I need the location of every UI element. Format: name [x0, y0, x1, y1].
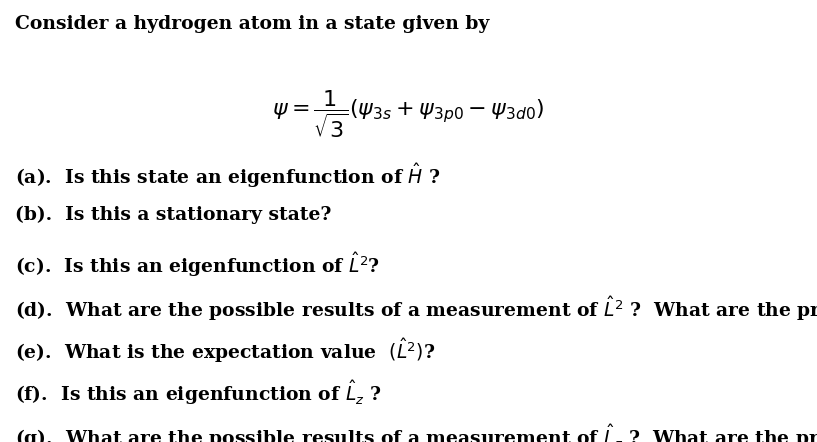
Text: (f).  Is this an eigenfunction of $\hat{L}_z$ ?: (f). Is this an eigenfunction of $\hat{L…	[15, 378, 382, 407]
Text: $\psi = \dfrac{1}{\sqrt{3}}(\psi_{3s} + \psi_{3p0} - \psi_{3d0})$: $\psi = \dfrac{1}{\sqrt{3}}(\psi_{3s} + …	[272, 88, 545, 140]
Text: (a).  Is this state an eigenfunction of $\hat{H}$ ?: (a). Is this state an eigenfunction of $…	[15, 161, 440, 190]
Text: (d).  What are the possible results of a measurement of $\hat{L}^2$ ?  What are : (d). What are the possible results of a …	[15, 294, 817, 323]
Text: (c).  Is this an eigenfunction of $\hat{L}^2$?: (c). Is this an eigenfunction of $\hat{L…	[15, 250, 380, 278]
Text: Consider a hydrogen atom in a state given by: Consider a hydrogen atom in a state give…	[15, 15, 489, 34]
Text: (g).  What are the possible results of a measurement of $\hat{L}_z$ ?  What are : (g). What are the possible results of a …	[15, 422, 817, 442]
Text: (e).  What is the expectation value  $(\hat{L}^2)$?: (e). What is the expectation value $(\ha…	[15, 336, 435, 365]
Text: (b).  Is this a stationary state?: (b). Is this a stationary state?	[15, 206, 331, 224]
